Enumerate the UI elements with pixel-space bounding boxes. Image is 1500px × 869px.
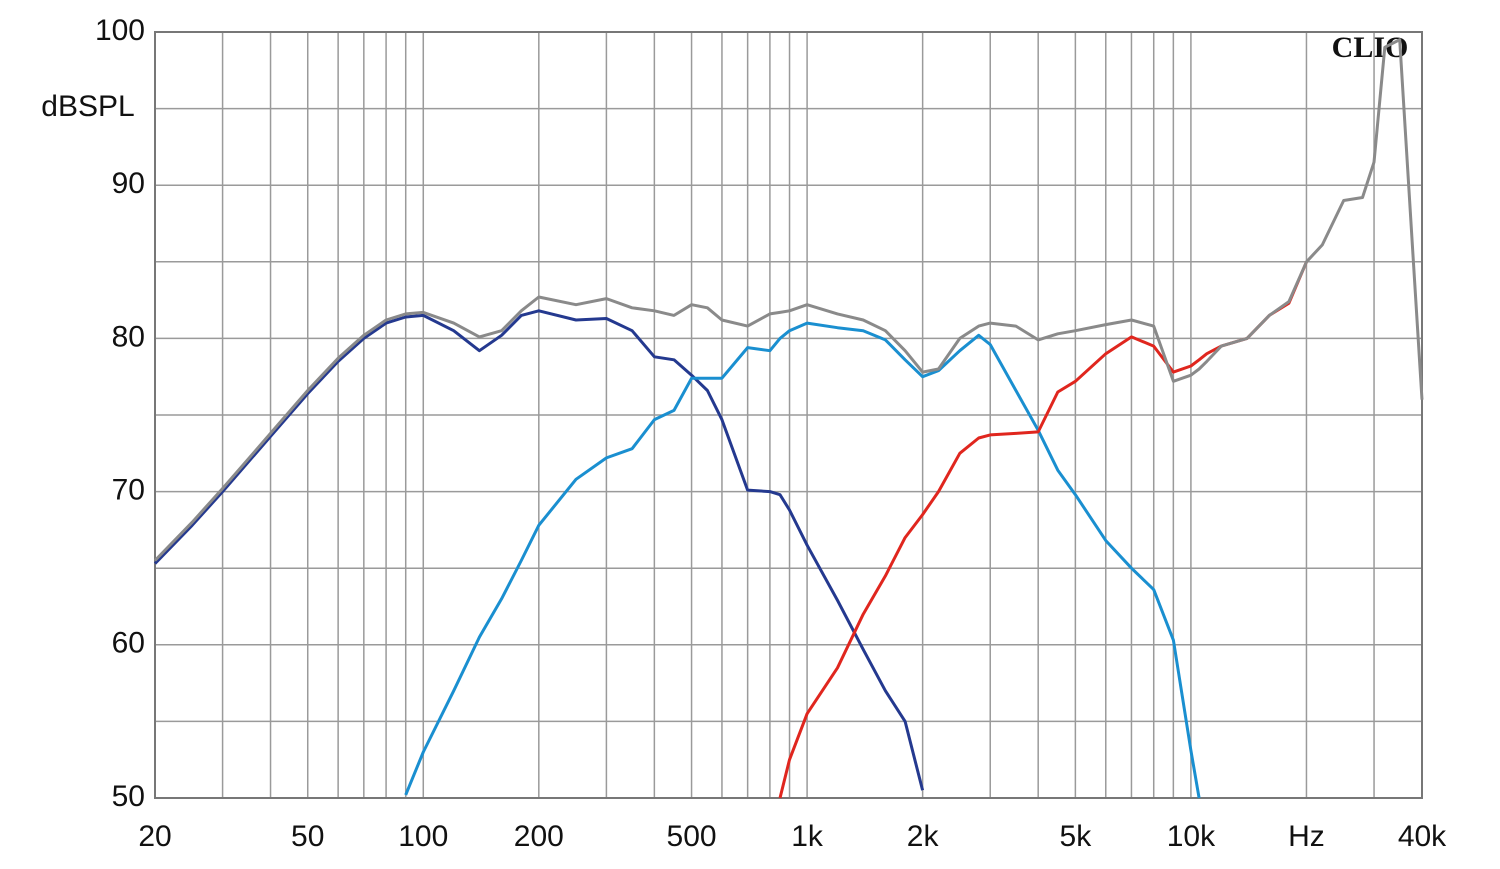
response-line (153, 309, 925, 791)
response-line (153, 38, 1424, 562)
x-tick-label: 2k (907, 820, 940, 853)
x-tick-label: 500 (667, 820, 717, 853)
x-tick-label: 20 (138, 820, 171, 853)
y-tick-label: 80 (112, 320, 145, 353)
y-tick-label: 50 (112, 780, 145, 813)
y-axis-label: dBSPL (41, 90, 134, 123)
annotation: CLIO (1332, 31, 1409, 64)
x-tick-label: 100 (398, 820, 448, 853)
y-tick-label: 100 (95, 14, 145, 47)
y-tick-label: 90 (112, 167, 145, 200)
x-tick-label: 40k (1398, 820, 1447, 853)
response-line (404, 321, 1201, 799)
x-tick-label: 1k (791, 820, 824, 853)
x-tick-label: Hz (1288, 820, 1325, 853)
y-tick-label: 70 (112, 474, 145, 507)
response-line (778, 261, 1308, 799)
x-tick-label: 200 (514, 820, 564, 853)
plot-frame (154, 31, 1423, 799)
y-tick-label: 60 (112, 627, 145, 660)
x-tick-label: 50 (291, 820, 324, 853)
x-tick-label: 5k (1060, 820, 1093, 853)
x-tick-label: 10k (1167, 820, 1216, 853)
